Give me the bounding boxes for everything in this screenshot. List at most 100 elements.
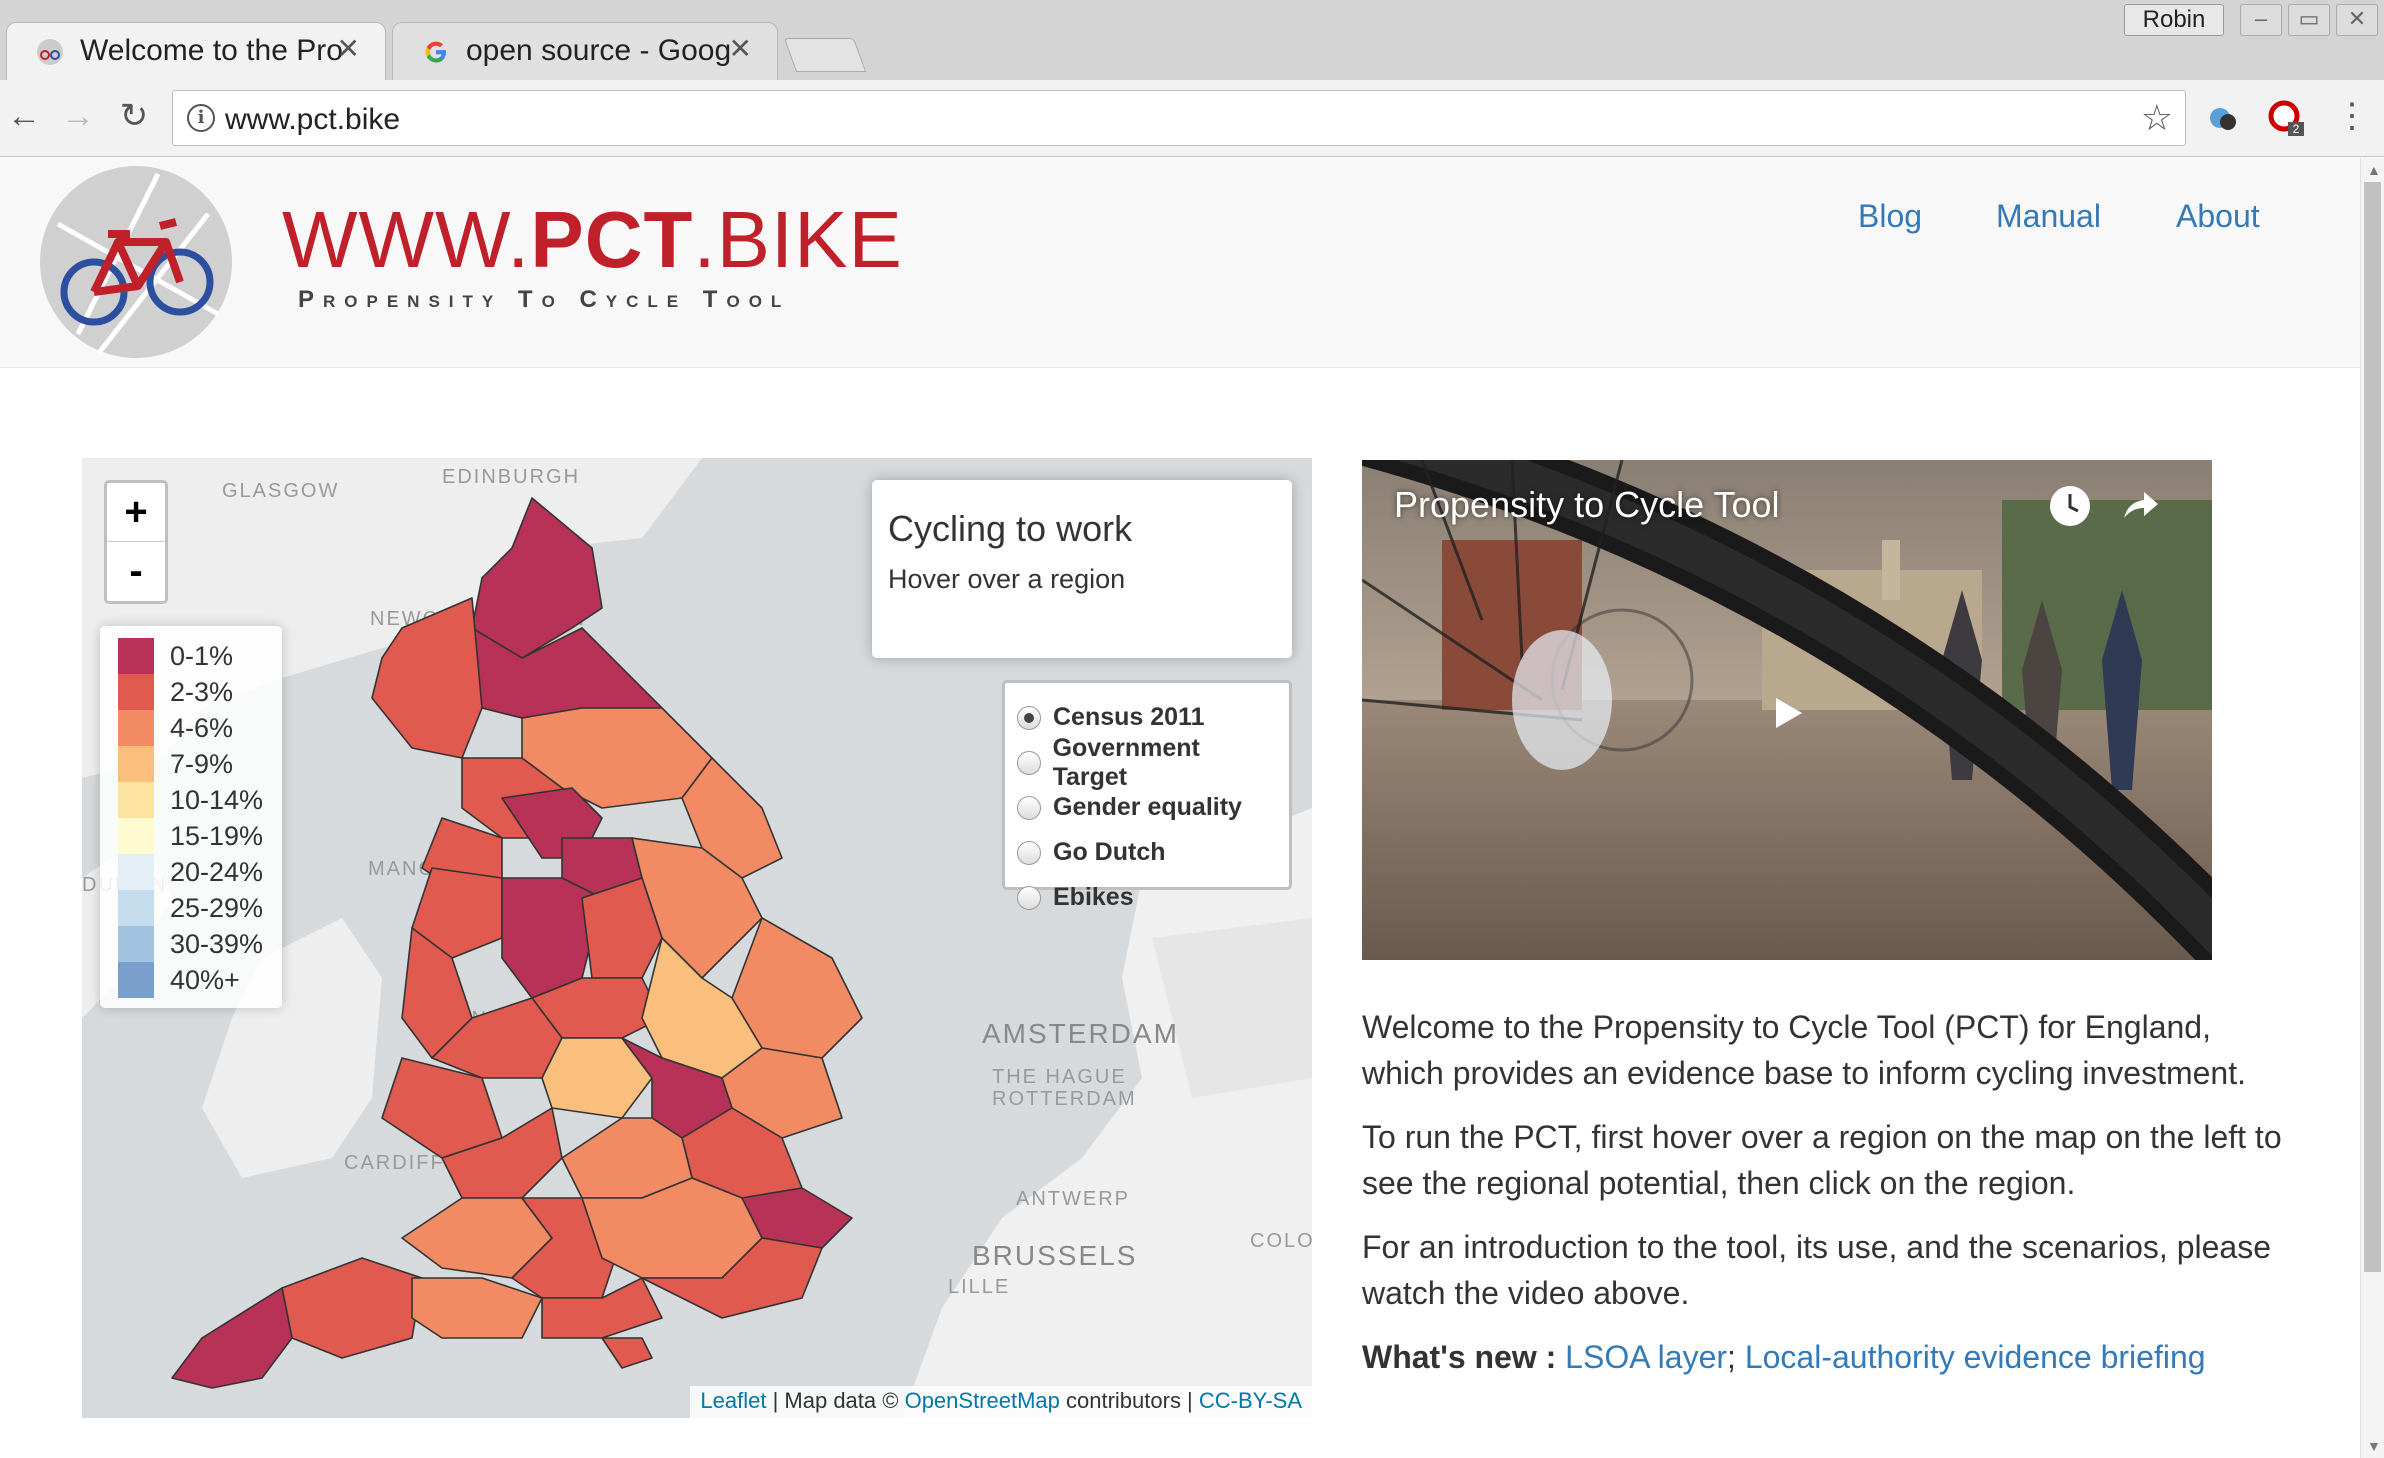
region-isle-of-wight — [601, 1337, 653, 1369]
play-icon[interactable] — [1762, 688, 1812, 738]
browser-toolbar: ← → ↻ i www.pct.bike ☆ 2 ⋮ — [0, 80, 2384, 157]
legend-row: 20-24% — [118, 854, 282, 890]
info-icon[interactable]: i — [187, 104, 215, 132]
brand-core: PCT — [530, 195, 694, 284]
legend-row: 15-19% — [118, 818, 282, 854]
scenario-option[interactable]: Gender equality — [1017, 785, 1277, 830]
scenario-label: Government Target — [1052, 733, 1200, 791]
legend-row: 4-6% — [118, 710, 282, 746]
scroll-up-icon[interactable]: ▲ — [2367, 162, 2381, 178]
intro-content: Welcome to the Propensity to Cycle Tool … — [1362, 1004, 2282, 1398]
bike-logo-icon[interactable] — [38, 164, 234, 360]
map-legend: 0-1% 2-3% 4-6% 7-9% 10-14% 15-19% 20-24%… — [100, 626, 282, 1008]
scenario-option[interactable]: Census 2011 — [1017, 695, 1277, 740]
zoom-in-button[interactable]: + — [107, 483, 165, 542]
close-window-icon[interactable]: ✕ — [2336, 4, 2378, 36]
nav-manual[interactable]: Manual — [1996, 198, 2101, 234]
scenario-option[interactable]: Ebikes — [1017, 875, 1277, 920]
intro-paragraph: Welcome to the Propensity to Cycle Tool … — [1362, 1009, 2246, 1091]
legend-row: 7-9% — [118, 746, 282, 782]
legend-row: 10-14% — [118, 782, 282, 818]
legend-row: 30-39% — [118, 926, 282, 962]
video-paragraph: For an introduction to the tool, its use… — [1362, 1229, 2271, 1311]
video-title: Propensity to Cycle Tool — [1394, 484, 1780, 525]
legend-label: 4-6% — [170, 712, 234, 743]
tab-close-icon[interactable]: ✕ — [728, 33, 752, 64]
url-text: www.pct.bike — [225, 103, 401, 136]
menu-icon[interactable]: ⋮ — [2335, 97, 2369, 135]
new-tab-button[interactable] — [783, 38, 867, 72]
video-player[interactable]: Propensity to Cycle Tool — [1362, 460, 2212, 960]
region-nottinghamshire — [581, 877, 663, 979]
lsoa-layer-link[interactable]: LSOA layer — [1565, 1339, 1728, 1375]
extension-badge: 2 — [2293, 122, 2300, 136]
scenario-option[interactable]: Go Dutch — [1017, 830, 1277, 875]
info-title: Cycling to work — [888, 508, 1133, 549]
scenario-selector: Census 2011 Government Target Gender equ… — [1002, 680, 1292, 911]
link-separator: ; — [1727, 1339, 1736, 1375]
tab-title: open source - Goog — [466, 34, 732, 67]
radio-button[interactable] — [1017, 705, 1041, 730]
zoom-out-button[interactable]: - — [129, 549, 143, 593]
license-link[interactable]: CC-BY-SA — [1198, 1388, 1302, 1413]
legend-swatch — [118, 818, 154, 854]
region-hampshire — [541, 1277, 663, 1339]
extension-icon[interactable] — [2204, 98, 2244, 138]
map-label-lille: LILLE — [948, 1276, 1011, 1298]
region-devon — [281, 1257, 423, 1359]
tab-pct[interactable]: Welcome to the Pro ✕ — [6, 22, 386, 80]
region-cornwall — [171, 1287, 293, 1389]
address-bar[interactable]: i www.pct.bike ☆ — [172, 90, 2186, 146]
radio-button[interactable] — [1017, 750, 1041, 775]
zoom-control: + - — [104, 480, 168, 604]
legend-swatch — [118, 710, 154, 746]
back-icon[interactable]: ← — [7, 97, 41, 135]
legend-label: 25-29% — [170, 892, 264, 923]
legend-swatch — [118, 962, 154, 998]
watch-later-icon[interactable] — [2048, 484, 2092, 528]
legend-label: 15-19% — [170, 820, 264, 851]
profile-button[interactable]: Robin — [2124, 4, 2224, 36]
region-dorset — [411, 1277, 543, 1339]
la-briefing-link[interactable]: Local-authority evidence briefing — [1744, 1339, 2206, 1375]
map-info-box: Cycling to work Hover over a region — [872, 480, 1292, 658]
whats-new-label: What's new : — [1362, 1339, 1557, 1375]
map-label-edinburgh: EDINBURGH — [442, 466, 581, 488]
legend-swatch — [118, 854, 154, 890]
ublock-icon[interactable]: 2 — [2266, 98, 2306, 138]
scenario-option[interactable]: Government Target — [1017, 734, 1277, 791]
scenario-label: Ebikes — [1053, 883, 1134, 911]
legend-row: 2-3% — [118, 674, 282, 710]
map-label-glasgow: GLASGOW — [222, 480, 340, 502]
england-regions — [171, 497, 863, 1389]
bookmark-star-icon[interactable]: ☆ — [2140, 97, 2173, 138]
instructions-paragraph: To run the PCT, first hover over a regio… — [1362, 1119, 2282, 1201]
nav-about[interactable]: About — [2176, 198, 2260, 234]
legend-label: 10-14% — [170, 784, 264, 815]
share-icon[interactable] — [2118, 484, 2162, 528]
scroll-down-icon[interactable]: ▼ — [2367, 1438, 2381, 1454]
minimize-icon[interactable]: – — [2240, 4, 2282, 36]
tab-title: Welcome to the Pro — [80, 34, 343, 67]
legend-swatch — [118, 926, 154, 962]
legend-label: 30-39% — [170, 928, 264, 959]
forward-icon[interactable]: → — [61, 97, 95, 135]
radio-button[interactable] — [1017, 795, 1041, 820]
osm-link[interactable]: OpenStreetMap — [904, 1388, 1060, 1413]
scroll-thumb[interactable] — [2364, 182, 2381, 1272]
leaflet-link[interactable]: Leaflet — [700, 1388, 767, 1413]
site-brand[interactable]: WWW.PCT.BIKE — [282, 194, 903, 286]
radio-button[interactable] — [1017, 840, 1041, 865]
page-scrollbar[interactable]: ▲ ▼ — [2360, 158, 2384, 1458]
maximize-icon[interactable]: ▭ — [2288, 4, 2330, 36]
tab-close-icon[interactable]: ✕ — [336, 33, 360, 64]
pct-favicon-icon — [37, 39, 63, 65]
tab-google[interactable]: open source - Goog ✕ — [392, 22, 778, 80]
scenario-label: Gender equality — [1053, 793, 1242, 821]
legend-swatch — [118, 674, 154, 710]
nav-blog[interactable]: Blog — [1858, 198, 1923, 234]
region-map[interactable]: GLASGOW EDINBURGH NEWCASTLE UPON MANCH B… — [82, 458, 1312, 1418]
reload-icon[interactable]: ↻ — [119, 97, 149, 135]
map-label-amsterdam: AMSTERDAM — [982, 1018, 1179, 1049]
radio-button[interactable] — [1017, 885, 1041, 910]
